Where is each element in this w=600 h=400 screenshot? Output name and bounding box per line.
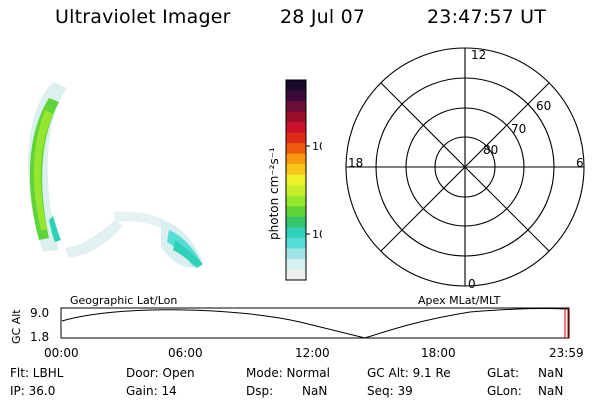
- colorbar-band: [286, 164, 306, 176]
- lat-label-70: 70: [511, 122, 526, 136]
- colorbar-band: [286, 216, 306, 228]
- dsp-label: Dsp:: [246, 384, 274, 398]
- colorbar-band: [286, 258, 306, 270]
- color-scale-gradient: [286, 80, 306, 281]
- glon-label: GLon:: [487, 384, 522, 398]
- colorbar-band: [286, 153, 306, 165]
- dsp-value: NaN: [302, 384, 328, 398]
- mlt-label-18: 18: [348, 156, 363, 170]
- door-status: Door: Open: [126, 366, 195, 380]
- colorbar-band: [286, 90, 306, 102]
- polar-mlat-mlt-plot: 12 18 6 0 60 70 80: [345, 47, 585, 291]
- xtick-0600: 06:00: [168, 346, 203, 360]
- colorbar-band: [286, 111, 306, 123]
- gc-alt-status: GC Alt: 9.1 Re: [367, 366, 451, 380]
- glat-value: NaN: [538, 366, 564, 380]
- ytick-1-8: 1.8: [30, 330, 49, 344]
- colorbar-band: [286, 248, 306, 260]
- mlt-label-6: 6: [576, 156, 584, 170]
- xtick-1200: 12:00: [295, 346, 330, 360]
- apex-mlat-mlt-title: Apex MLat/MLT: [418, 294, 501, 307]
- color-scale-bar: 100 10 photon cm⁻²s⁻¹: [267, 79, 322, 281]
- colorbar-label: photon cm⁻²s⁻¹: [267, 147, 281, 240]
- colorbar-band: [286, 143, 306, 155]
- lat-label-60: 60: [536, 99, 551, 113]
- geographic-aurora-image: [28, 82, 203, 268]
- xtick-2359: 23:59: [549, 346, 584, 360]
- colorbar-band: [286, 185, 306, 197]
- colorbar-band: [286, 174, 306, 186]
- filter-status: Flt: LBHL: [10, 366, 64, 380]
- colorbar-band: [286, 195, 306, 207]
- seq-status: Seq: 39: [367, 384, 413, 398]
- colorbar-band: [286, 269, 306, 281]
- time-label: 23:47:57 UT: [427, 6, 547, 28]
- ytick-9: 9.0: [30, 306, 49, 320]
- colorbar-band: [286, 132, 306, 144]
- colorbar-band: [286, 80, 306, 92]
- geographic-latlon-title: Geographic Lat/Lon: [70, 294, 178, 307]
- mlt-label-0: 0: [468, 277, 476, 291]
- xtick-0000: 00:00: [44, 346, 79, 360]
- colorbar-band: [286, 206, 306, 218]
- colorbar-band: [286, 101, 306, 113]
- colorbar-tick-10: 10: [312, 228, 322, 241]
- mlt-label-12: 12: [471, 48, 486, 62]
- colorbar-band: [286, 122, 306, 134]
- ip-status: IP: 36.0: [10, 384, 56, 398]
- glon-value: NaN: [538, 384, 564, 398]
- xtick-1800: 18:00: [421, 346, 456, 360]
- mode-status: Mode: Normal: [246, 366, 330, 380]
- instrument-title: Ultraviolet Imager: [55, 6, 231, 28]
- altitude-timeline: GC Alt 9.0 1.8: [10, 306, 570, 344]
- glat-label: GLat:: [487, 366, 520, 380]
- date-label: 28 Jul 07: [280, 6, 366, 28]
- gain-status: Gain: 14: [126, 384, 177, 398]
- colorbar-tick-100: 100: [312, 140, 322, 153]
- lat-label-80: 80: [483, 143, 498, 157]
- colorbar-band: [286, 227, 306, 239]
- timeline-ylabel: GC Alt: [10, 309, 23, 344]
- colorbar-band: [286, 237, 306, 249]
